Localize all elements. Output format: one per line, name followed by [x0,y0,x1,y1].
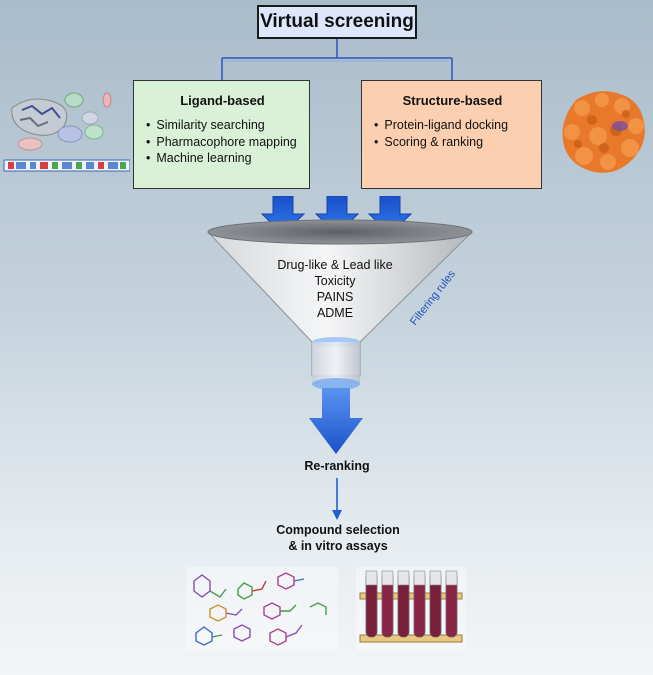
protein-illustration [562,91,645,173]
filter-rules: Drug-like & Lead like Toxicity PAINS ADM… [250,257,420,321]
selection-line: Compound selection [276,523,400,537]
structure-based-box: Structure-based Protein-ligand docking S… [361,80,542,189]
test-tubes-illustration [356,567,466,651]
compounds-illustration [186,567,338,651]
arrow-down-icon [332,510,342,520]
ligand-based-list: Similarity searching Pharmacophore mappi… [146,117,299,167]
ligand-item: Similarity searching [146,117,299,134]
selection-line: & in vitro assays [288,539,388,553]
filter-rule: Toxicity [314,274,356,288]
filter-funnel [206,219,474,454]
title-text: Virtual screening [260,11,414,32]
ligand-based-box: Ligand-based Similarity searching Pharma… [133,80,310,189]
ligand-based-title: Ligand-based [180,93,265,108]
ligand-item: Machine learning [146,150,299,167]
compound-selection-label: Compound selection & in vitro assays [250,522,426,554]
title-box: Virtual screening [257,5,417,39]
output-arrow-icon [309,388,363,454]
reranking-arrow [332,478,342,520]
structure-item: Protein-ligand docking [374,117,531,134]
structure-based-list: Protein-ligand docking Scoring & ranking [374,117,531,150]
filter-rule: ADME [316,306,354,320]
ligand-illustration [3,92,130,172]
reranking-label: Re-ranking [304,459,370,473]
ligand-item: Pharmacophore mapping [146,134,299,151]
structure-item: Scoring & ranking [374,134,531,151]
structure-based-title: Structure-based [402,93,503,108]
filter-rule: PAINS [316,290,354,304]
filter-rule: Drug-like & Lead like [277,258,393,272]
